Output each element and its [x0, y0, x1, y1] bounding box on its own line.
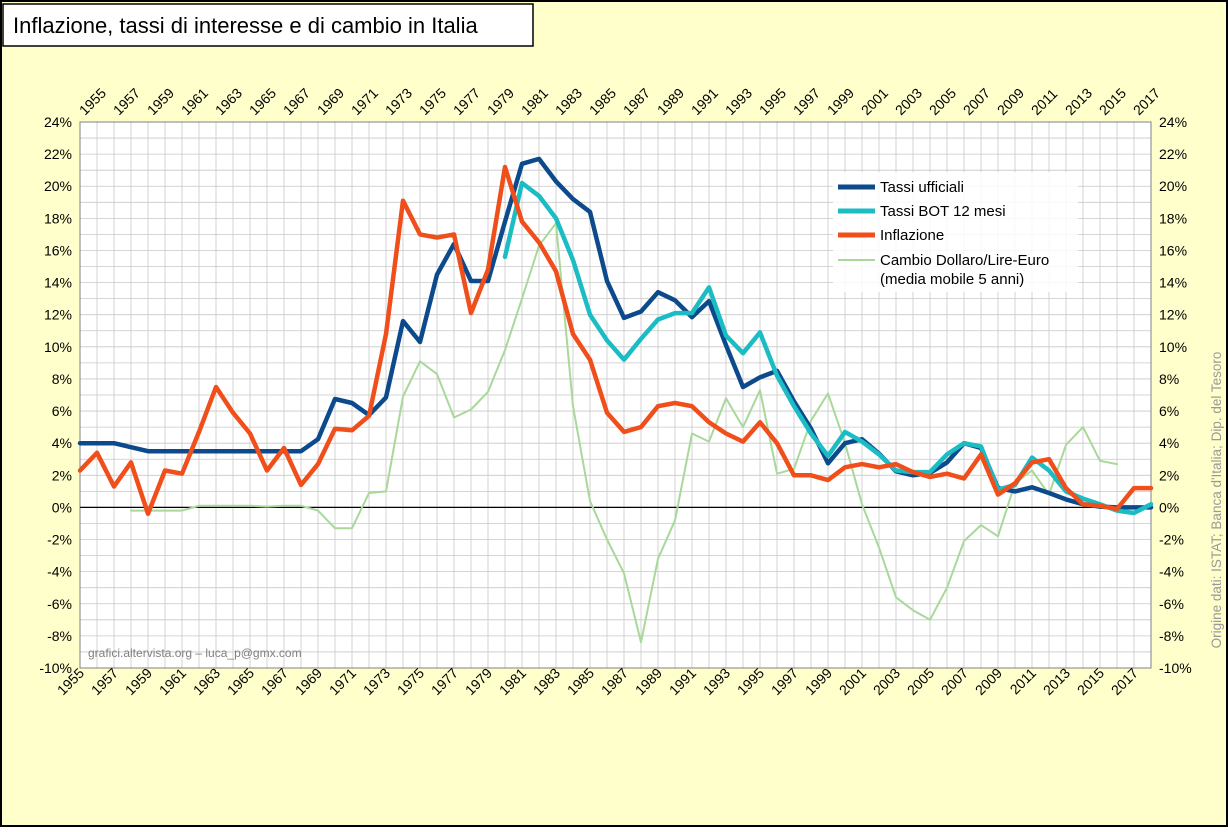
y-tick-label-right: 14% [1159, 275, 1187, 291]
y-tick-label-left: -10% [39, 660, 72, 676]
legend-label-cambio-line2: (media mobile 5 anni) [880, 271, 1024, 288]
y-tick-label-right: 20% [1159, 178, 1187, 194]
y-tick-label-right: 8% [1159, 371, 1179, 387]
y-tick-label-left: 14% [44, 275, 72, 291]
y-tick-label-right: -10% [1159, 660, 1192, 676]
y-tick-label-right: 12% [1159, 307, 1187, 323]
y-tick-label-left: 16% [44, 242, 72, 258]
y-tick-label-right: 24% [1159, 114, 1187, 130]
y-tick-label-left: 2% [52, 467, 72, 483]
chart-title-box: Inflazione, tassi di interesse e di camb… [2, 3, 534, 47]
legend-label-cambio: Cambio Dollaro/Lire-Euro [880, 252, 1049, 269]
credit-text: grafici.altervista.org – luca_p@gmx.com [88, 646, 302, 660]
y-tick-label-left: 8% [52, 371, 72, 387]
y-tick-label-left: 20% [44, 178, 72, 194]
plot-border [79, 121, 1152, 669]
legend-label-tassi-bot: Tassi BOT 12 mesi [880, 203, 1006, 220]
y-tick-label-left: 4% [52, 435, 72, 451]
chart-title: Inflazione, tassi di interesse e di camb… [13, 13, 478, 38]
y-tick-label-left: 10% [44, 339, 72, 355]
y-tick-label-left: -6% [47, 596, 72, 612]
y-tick-label-right: 18% [1159, 210, 1187, 226]
y-tick-label-right: 16% [1159, 242, 1187, 258]
series-line-inflazione [77, 164, 1154, 517]
y-tick-label-right: -6% [1159, 596, 1184, 612]
y-tick-label-left: -8% [47, 628, 72, 644]
y-tick-label-right: 0% [1159, 499, 1179, 515]
series-lines [77, 156, 1154, 644]
y-tick-label-left: -2% [47, 532, 72, 548]
y-tick-label-left: 18% [44, 210, 72, 226]
series-line-tassi-bot [502, 180, 1154, 516]
y-tick-label-left: 24% [44, 114, 72, 130]
legend: Tassi ufficiali Tassi BOT 12 mesi Inflazio… [833, 172, 1078, 292]
legend-label-tassi-ufficiali: Tassi ufficiali [880, 179, 964, 196]
series-line-cambio [130, 222, 1118, 644]
y-tick-label-right: 2% [1159, 467, 1179, 483]
y-tick-label-left: 6% [52, 403, 72, 419]
y-tick-label-left: -4% [47, 564, 72, 580]
legend-label-inflazione: Inflazione [880, 227, 944, 244]
legend-box [833, 172, 1078, 292]
y-tick-label-right: 22% [1159, 146, 1187, 162]
y-tick-label-right: 4% [1159, 435, 1179, 451]
y-tick-label-left: 0% [52, 499, 72, 515]
y-tick-label-right: 10% [1159, 339, 1187, 355]
y-tick-label-right: -4% [1159, 564, 1184, 580]
y-tick-label-right: -8% [1159, 628, 1184, 644]
y-tick-label-left: 12% [44, 307, 72, 323]
y-tick-label-right: 6% [1159, 403, 1179, 419]
y-tick-label-left: 22% [44, 146, 72, 162]
side-note: Origine dati: ISTAT; Banca d'Italia; Dip… [1209, 352, 1224, 649]
y-tick-label-right: -2% [1159, 532, 1184, 548]
